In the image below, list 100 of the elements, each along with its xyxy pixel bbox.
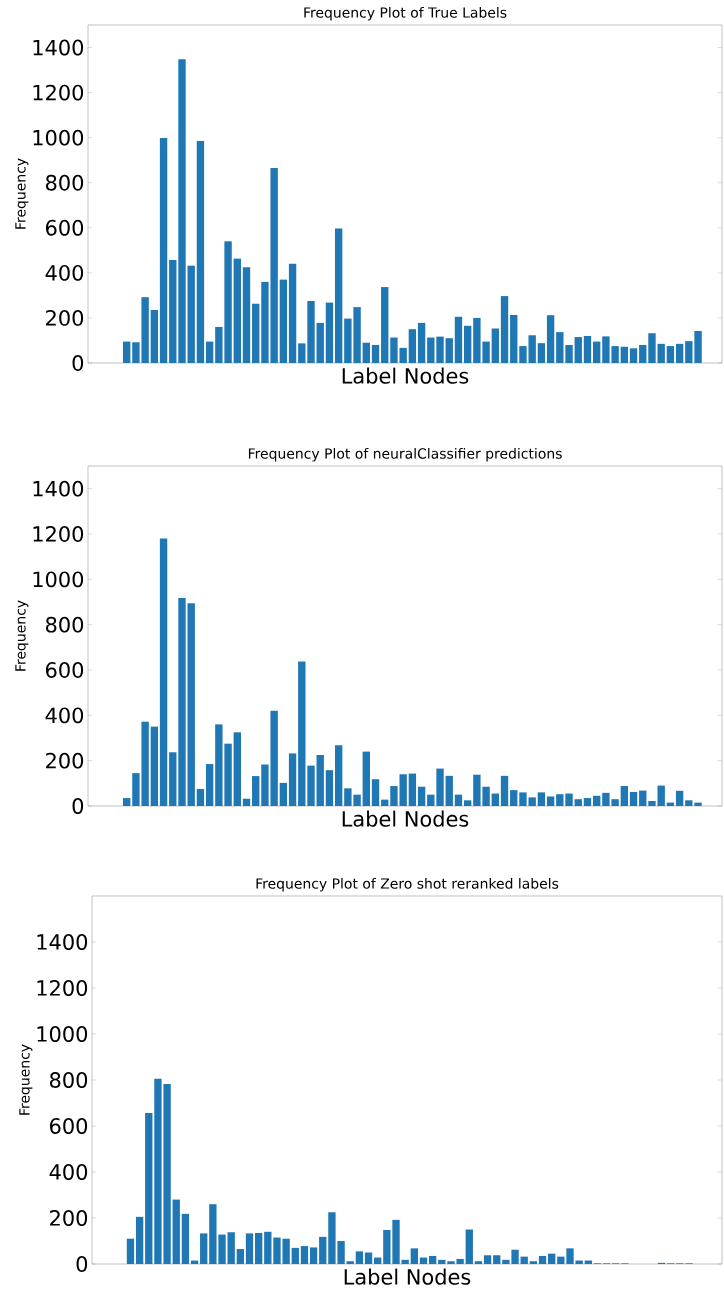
bar (279, 782, 288, 806)
bar (675, 343, 684, 363)
y-tick-label: 0 (76, 1256, 88, 1272)
bar (417, 786, 426, 806)
bar (362, 342, 370, 363)
y-tick-label: 1000 (33, 129, 84, 146)
y-axis-title: Frequency (19, 1044, 33, 1115)
y-tick-label: 1400 (33, 480, 84, 497)
y-tick-label: 600 (46, 662, 84, 678)
bar (675, 790, 684, 806)
bar (325, 770, 334, 806)
bar (500, 296, 509, 363)
bar (510, 314, 518, 363)
bar (316, 322, 324, 363)
bar (629, 348, 638, 363)
bar (288, 263, 297, 363)
bar (150, 726, 159, 806)
bar (371, 779, 380, 806)
bar (463, 800, 472, 806)
bar (639, 344, 647, 363)
bar (639, 790, 647, 806)
bar (334, 745, 343, 806)
bar (196, 788, 205, 806)
bar (233, 732, 241, 806)
bar (427, 337, 435, 363)
bar (493, 1255, 501, 1264)
bar (436, 768, 444, 806)
bar (483, 1255, 492, 1264)
bar (546, 796, 555, 806)
bar (620, 786, 629, 806)
bar (255, 1232, 263, 1264)
bar (178, 597, 186, 806)
bar (538, 1255, 547, 1264)
bar (169, 260, 177, 363)
bar (436, 336, 444, 363)
bar (629, 791, 638, 806)
y-axis-title: Frequency (15, 600, 29, 671)
y-tick-label: 400 (45, 264, 84, 281)
bar (181, 1213, 190, 1264)
y-tick-label: 200 (50, 1210, 88, 1226)
bar (520, 1256, 528, 1264)
bar (657, 343, 665, 363)
bar (300, 1246, 309, 1264)
bar (417, 322, 426, 363)
bar (648, 801, 656, 806)
bar (666, 346, 675, 363)
bar (307, 301, 315, 363)
bar (408, 329, 417, 363)
bar (178, 59, 186, 363)
bar (445, 775, 453, 806)
bar (236, 1249, 245, 1264)
y-tick-label: 1200 (33, 84, 84, 101)
bar (438, 1259, 446, 1264)
bar (381, 287, 389, 363)
bar (454, 316, 463, 363)
bar (288, 753, 297, 806)
bar (529, 1261, 538, 1264)
bar (491, 793, 499, 806)
bar (371, 344, 380, 363)
bar (510, 790, 518, 806)
y-tick-label: 400 (45, 707, 84, 724)
bar (428, 1255, 437, 1264)
y-tick-label: 0 (72, 798, 84, 814)
bar (159, 538, 168, 806)
bar (245, 1233, 254, 1264)
bar (427, 794, 435, 806)
y-tick-label: 800 (49, 1072, 88, 1088)
bar (583, 798, 592, 806)
bar (319, 1236, 327, 1264)
bar (307, 765, 315, 806)
bar (298, 343, 306, 363)
bar (408, 773, 417, 806)
bar (205, 341, 214, 363)
y-tick-label: 1400 (37, 934, 88, 950)
bar (355, 1251, 364, 1264)
bar (362, 751, 370, 806)
bar (264, 1231, 272, 1264)
y-tick-label: 400 (49, 1164, 88, 1180)
bar (593, 341, 601, 363)
bar (474, 1261, 483, 1264)
bar (657, 785, 665, 806)
bar (537, 343, 546, 363)
bar (620, 346, 629, 363)
y-tick-label: 1400 (33, 39, 84, 56)
y-tick-label: 200 (46, 310, 84, 326)
bar (172, 1199, 180, 1264)
bar (316, 754, 324, 806)
bar (187, 265, 195, 363)
y-tick-label: 800 (45, 616, 84, 633)
y-tick-label: 0 (72, 355, 84, 371)
bar (145, 1112, 153, 1264)
y-tick-label: 1200 (37, 980, 88, 996)
y-tick-label: 1000 (33, 571, 84, 588)
bar (334, 228, 343, 363)
bar (242, 798, 251, 806)
y-tick-label: 200 (46, 752, 84, 769)
y-tick-label: 1000 (37, 1026, 88, 1042)
bar (187, 603, 195, 806)
chart-title: Frequency Plot of Zero shot reranked labels (256, 878, 559, 892)
bar (583, 335, 592, 363)
